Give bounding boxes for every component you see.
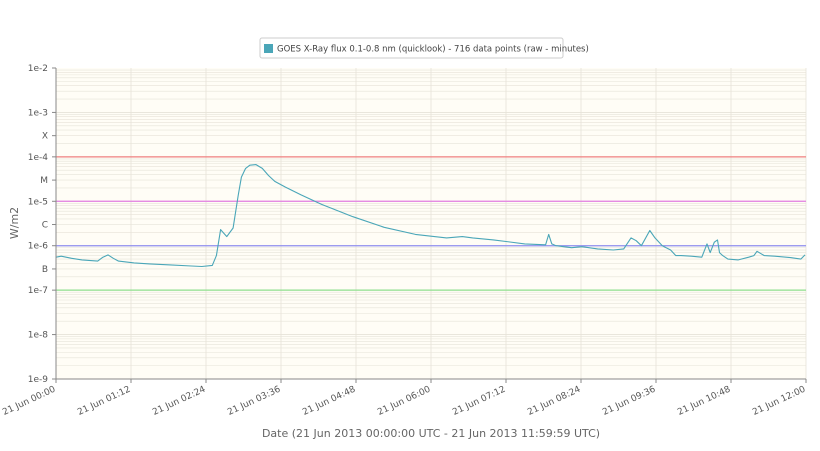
x-tick-label: 21 Jun 07:12 [451, 385, 507, 418]
axes [52, 67, 807, 383]
legend[interactable]: GOES X-Ray flux 0.1-0.8 nm (quicklook) -… [259, 37, 589, 59]
y-tick-label: 1e-8 [28, 331, 49, 341]
y-tick-label: C [42, 221, 48, 231]
x-tick-label: 21 Jun 08:24 [526, 385, 582, 418]
x-tick-labels: 21 Jun 00:00 21 Jun 01:12 21 Jun 02:24 21 J… [1, 385, 807, 418]
x-tick-label: 21 Jun 02:24 [151, 385, 207, 418]
x-tick-label: 21 Jun 03:36 [226, 385, 282, 418]
y-tick-label: 1e-4 [28, 153, 49, 163]
y-axis-title: W/m2 [8, 207, 21, 239]
y-tick-label: 1e-3 [28, 108, 48, 118]
y-tick-label: M [40, 176, 48, 186]
x-tick-label: 21 Jun 06:00 [376, 385, 432, 418]
legend-label: GOES X-Ray flux 0.1-0.8 nm (quicklook) -… [277, 45, 589, 55]
y-tick-label: 1e-6 [28, 242, 49, 252]
x-tick-label: 21 Jun 12:00 [751, 385, 807, 418]
series-layer [55, 164, 806, 268]
y-tick-label: 1e-9 [28, 375, 49, 385]
x-tick-label: 21 Jun 10:48 [676, 385, 732, 418]
legend-box [259, 37, 564, 59]
y-tick-label: B [42, 265, 48, 275]
y-tick-label: X [42, 132, 48, 142]
y-tick-label: 1e-2 [28, 64, 48, 74]
x-tick-label: 21 Jun 09:36 [601, 385, 657, 418]
legend-swatch [264, 44, 273, 53]
x-tick-label: 21 Jun 04:48 [301, 385, 357, 418]
x-tick-label: 21 Jun 01:12 [76, 385, 132, 418]
series-line-0 [55, 164, 806, 268]
x-axis-title: Date (21 Jun 2013 00:00:00 UTC - 21 Jun … [262, 427, 600, 440]
y-tick-label: 1e-5 [28, 197, 48, 207]
x-tick-label: 21 Jun 00:00 [1, 385, 57, 418]
flare-class-thresholds [56, 156, 806, 291]
y-tick-labels: 1e-2 1e-3 X 1e-4 M 1e-5 C 1e-6 B 1e-7 1e-8 1e-9 [28, 64, 49, 385]
y-tick-label: 1e-7 [28, 286, 48, 296]
